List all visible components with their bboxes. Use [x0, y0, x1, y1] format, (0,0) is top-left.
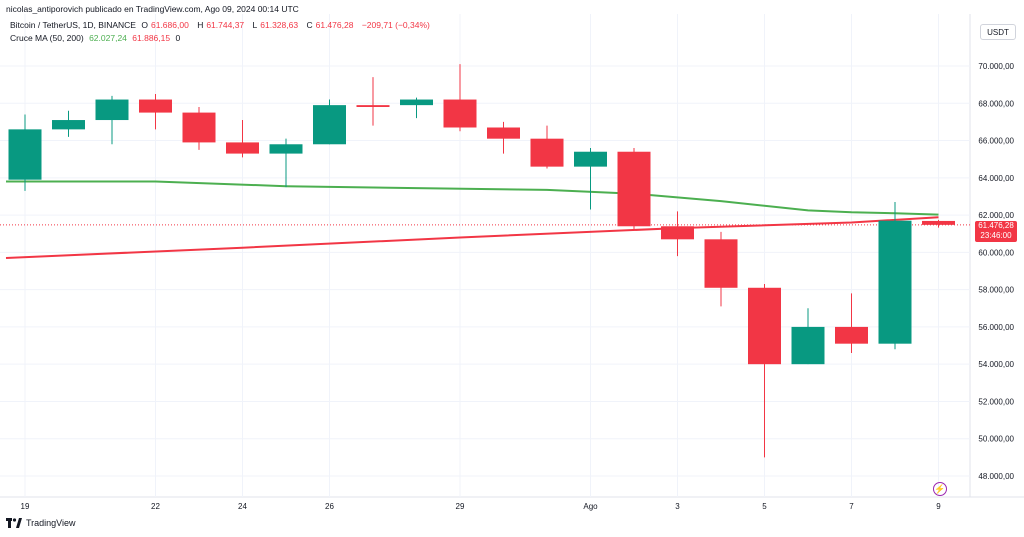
candle-body [835, 326, 868, 344]
y-tick-label: 70.000,00 [978, 62, 1014, 71]
y-tick-label: 64.000,00 [978, 174, 1014, 183]
y-tick-label: 62.000,00 [978, 211, 1014, 220]
x-tick-label: 26 [325, 502, 334, 511]
x-tick-label: 5 [762, 502, 767, 511]
candle-body [8, 129, 42, 180]
candle-body [661, 226, 694, 240]
x-tick-label: 19 [21, 502, 30, 511]
y-tick-label: 54.000,00 [978, 360, 1014, 369]
y-tick-label: 52.000,00 [978, 397, 1014, 406]
candle-body [530, 138, 564, 167]
candle-body [226, 142, 259, 154]
candle-body [791, 326, 825, 365]
ma-legend[interactable]: Cruce MA (50, 200) 62.027,24 61.886,15 0 [10, 33, 183, 43]
y-tick-label: 66.000,00 [978, 137, 1014, 146]
candle-body [878, 220, 912, 344]
publisher-line: nicolas_antiporovich publicado en Tradin… [6, 4, 299, 14]
candle-body [400, 99, 433, 106]
ohlc-high: H 61.744,37 [197, 20, 245, 30]
x-tick-label: 22 [151, 502, 160, 511]
tradingview-brand: TradingView [6, 518, 76, 528]
candle-body [922, 220, 955, 225]
ohlc-close: C 61.476,28 [306, 20, 354, 30]
ma200-value: 61.886,15 [132, 33, 171, 43]
candle-body [139, 99, 172, 113]
y-tick-label: 68.000,00 [978, 99, 1014, 108]
y-tick-label: 60.000,00 [978, 248, 1014, 257]
candle-body [269, 144, 303, 154]
x-tick-label: 24 [238, 502, 247, 511]
candle-body [95, 99, 129, 121]
x-tick-label: 9 [936, 502, 941, 511]
y-tick-label: 50.000,00 [978, 435, 1014, 444]
ma200-line [5, 216, 939, 259]
tradingview-logo-icon [6, 518, 22, 528]
ohlc-low: L 61.328,63 [252, 20, 299, 30]
y-tick-label: 48.000,00 [978, 472, 1014, 481]
flash-icon[interactable]: ⚡ [933, 482, 947, 496]
ma-cross-value: 0 [175, 33, 181, 43]
candle-body [182, 112, 216, 143]
ohlc-open: O 61.686,00 [141, 20, 189, 30]
price-change: −209,71 (−0,34%) [361, 20, 430, 30]
ma50-line [6, 180, 939, 216]
candle-body [748, 287, 781, 365]
x-tick-label: 7 [849, 502, 854, 511]
candle-body [574, 151, 607, 167]
last-price-value: 61.476,28 [978, 221, 1014, 230]
candle-body [52, 120, 85, 130]
y-tick-label: 58.000,00 [978, 286, 1014, 295]
candle-body [617, 151, 651, 227]
currency-selector[interactable]: USDT [980, 24, 1016, 40]
candle-body [704, 239, 738, 288]
x-tick-label: 29 [456, 502, 465, 511]
bar-countdown: 23:46:00 [980, 231, 1012, 240]
candle-body [487, 127, 520, 139]
brand-name: TradingView [26, 518, 76, 528]
ma50-value: 62.027,24 [89, 33, 127, 43]
last-price-tag: 61.476,28 23:46:00 [975, 221, 1017, 242]
symbol-legend: Bitcoin / TetherUS, 1D, BINANCE O 61.686,… [10, 20, 433, 30]
ma-label: Cruce MA (50, 200) [10, 33, 84, 43]
symbol-name: Bitcoin / TetherUS, 1D, BINANCE [10, 20, 136, 30]
x-tick-label: 3 [675, 502, 680, 511]
candle-body [356, 105, 390, 107]
x-tick-label: Ago [583, 502, 598, 511]
candle-body [313, 105, 346, 145]
candle-body [443, 99, 477, 128]
y-tick-label: 56.000,00 [978, 323, 1014, 332]
